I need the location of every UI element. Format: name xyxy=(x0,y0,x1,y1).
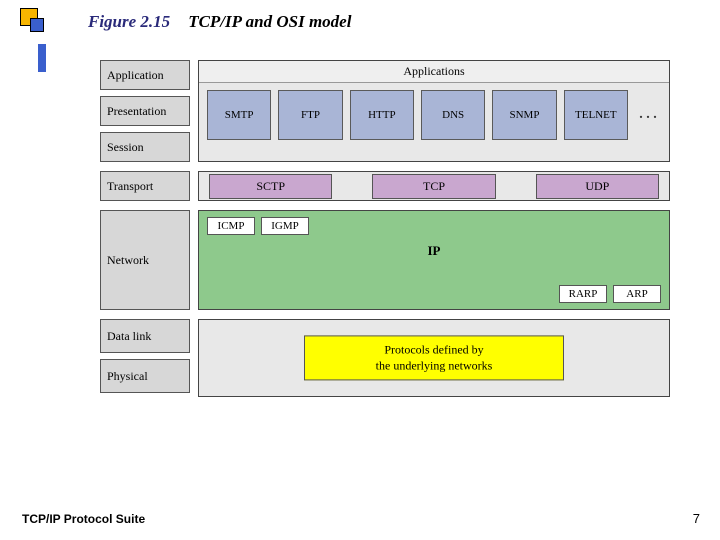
proto-udp: UDP xyxy=(536,174,659,199)
proto-igmp: IGMP xyxy=(261,217,309,235)
app-telnet: TELNET xyxy=(564,90,628,140)
app-smtp: SMTP xyxy=(207,90,271,140)
layer-application: Application xyxy=(100,60,190,90)
phy-line1: Protocols defined by xyxy=(384,342,483,356)
row-applications: Application Presentation Session Applica… xyxy=(100,60,670,162)
footer-text: TCP/IP Protocol Suite xyxy=(22,512,145,526)
underlying-protocols-box: Protocols defined by the underlying netw… xyxy=(304,335,564,380)
proto-icmp: ICMP xyxy=(207,217,255,235)
proto-arp: ARP xyxy=(613,285,661,303)
applications-header: Applications xyxy=(199,61,669,83)
proto-ip: IP xyxy=(207,243,661,259)
app-ftp: FTP xyxy=(278,90,342,140)
apps-ellipsis: . . . xyxy=(635,90,661,140)
figure-number: Figure 2.15 xyxy=(88,12,170,32)
accent-bar xyxy=(38,44,46,72)
bullet-icon xyxy=(20,8,48,36)
layer-network: Network xyxy=(100,210,190,310)
proto-rarp: RARP xyxy=(559,285,607,303)
proto-sctp: SCTP xyxy=(209,174,332,199)
layer-session: Session xyxy=(100,132,190,162)
figure-title: TCP/IP and OSI model xyxy=(188,12,351,32)
app-snmp: SNMP xyxy=(492,90,556,140)
row-network: Network ICMP IGMP IP RARP ARP xyxy=(100,210,670,310)
layer-transport: Transport xyxy=(100,171,190,201)
app-dns: DNS xyxy=(421,90,485,140)
network-panel: ICMP IGMP IP RARP ARP xyxy=(198,210,670,310)
slide-header: Figure 2.15 TCP/IP and OSI model xyxy=(0,0,720,36)
page-number: 7 xyxy=(693,511,700,526)
layer-presentation: Presentation xyxy=(100,96,190,126)
layer-datalink: Data link xyxy=(100,319,190,353)
transport-panel: SCTP TCP UDP xyxy=(198,171,670,201)
phy-line2: the underlying networks xyxy=(376,358,493,372)
layer-physical: Physical xyxy=(100,359,190,393)
physical-panel: Protocols defined by the underlying netw… xyxy=(198,319,670,397)
proto-tcp: TCP xyxy=(372,174,495,199)
diagram: Application Presentation Session Applica… xyxy=(100,60,670,406)
applications-panel: Applications SMTP FTP HTTP DNS SNMP TELN… xyxy=(198,60,670,162)
row-transport: Transport SCTP TCP UDP xyxy=(100,171,670,201)
app-http: HTTP xyxy=(350,90,414,140)
row-physical: Data link Physical Protocols defined by … xyxy=(100,319,670,397)
